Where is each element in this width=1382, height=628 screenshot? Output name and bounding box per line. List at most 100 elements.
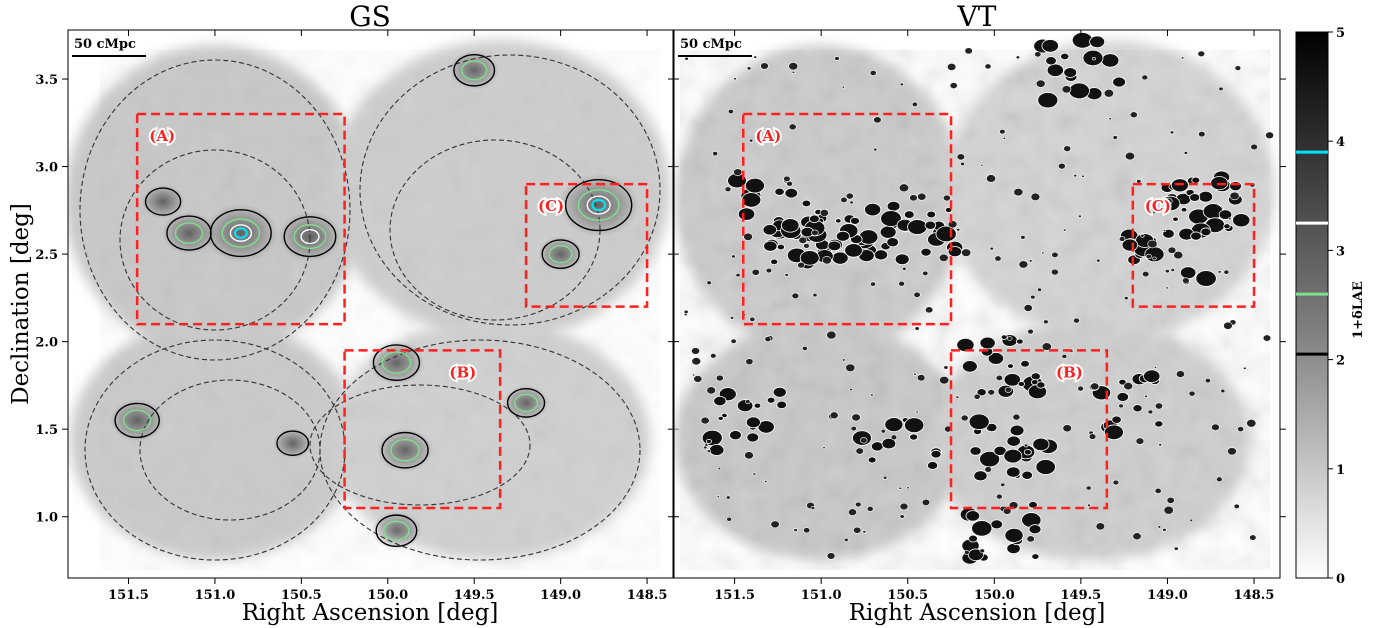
vt-patch bbox=[1061, 353, 1068, 359]
vt-patch bbox=[1198, 131, 1206, 138]
vt-patch bbox=[907, 219, 928, 235]
vt-patch bbox=[1169, 130, 1175, 135]
vt-patch bbox=[692, 373, 696, 377]
vt-patch bbox=[890, 434, 898, 441]
contour-black bbox=[506, 388, 546, 418]
vt-patch bbox=[869, 70, 877, 76]
region-box bbox=[524, 182, 649, 308]
vt-patch bbox=[1028, 259, 1033, 263]
vt-patch bbox=[1118, 403, 1124, 409]
vt-x-axis-title: Right Ascension [deg] bbox=[849, 600, 1106, 626]
vt-patch bbox=[1027, 328, 1034, 335]
panel-gs: GS 50 cMpc (A)(B)(C) 151.5 151.0 15 bbox=[8, 0, 679, 626]
vt-patch bbox=[1166, 496, 1175, 504]
colorbar-tick-label: 0 bbox=[1336, 572, 1345, 587]
overdensity-blob bbox=[141, 184, 185, 219]
vt-patch bbox=[1023, 304, 1033, 312]
vt-patch bbox=[1182, 277, 1190, 284]
colorbar-tick-label: 5 bbox=[1336, 26, 1345, 41]
vt-patch bbox=[1129, 111, 1138, 119]
vt-patch bbox=[894, 253, 910, 266]
vt-patch bbox=[803, 527, 811, 534]
vt-patch bbox=[909, 433, 919, 441]
gs-plot-frame bbox=[67, 29, 674, 579]
vt-patch bbox=[1218, 209, 1233, 220]
region-label: (C) bbox=[538, 197, 564, 215]
vt-patch bbox=[1101, 53, 1120, 68]
vt-patch bbox=[841, 85, 845, 89]
vt-patch bbox=[935, 225, 957, 243]
vt-patch bbox=[1087, 503, 1091, 507]
gs-scale-bar-label: 50 cMpc bbox=[74, 37, 136, 52]
overdensity-blob bbox=[109, 399, 165, 442]
vt-patch bbox=[848, 508, 857, 516]
x-tick-label: 150.0 bbox=[367, 588, 408, 603]
vt-patch bbox=[870, 393, 874, 397]
vt-patch bbox=[770, 520, 780, 529]
vt-density-field bbox=[675, 32, 1275, 570]
vt-patch bbox=[1007, 363, 1014, 369]
vt-patch bbox=[1167, 246, 1177, 254]
vt-patch bbox=[1189, 518, 1194, 522]
vt-patch bbox=[729, 430, 742, 441]
vt-patch bbox=[1003, 448, 1023, 464]
contour-green bbox=[514, 393, 539, 413]
vt-patch bbox=[909, 194, 918, 202]
overdensity-blob bbox=[161, 211, 217, 255]
vt-patch bbox=[899, 82, 904, 87]
vt-patch bbox=[1061, 85, 1072, 94]
overdensity-blob bbox=[368, 340, 425, 385]
contour-white bbox=[586, 195, 611, 215]
vt-patch bbox=[717, 415, 724, 421]
vt-patch bbox=[1012, 413, 1021, 421]
vt-patch bbox=[801, 199, 812, 208]
vt-patch bbox=[1050, 268, 1059, 276]
vt-patch bbox=[1111, 415, 1122, 424]
vt-patch bbox=[1062, 424, 1072, 433]
vt-patch bbox=[731, 254, 736, 259]
x-tick-label: 151.5 bbox=[714, 588, 755, 603]
vt-patch bbox=[987, 389, 995, 396]
vt-patch bbox=[1037, 92, 1059, 109]
vt-patch bbox=[990, 519, 1004, 530]
vt-patch bbox=[730, 316, 735, 320]
vt-patch bbox=[855, 501, 862, 508]
vt-patch bbox=[776, 400, 787, 410]
vt-patch bbox=[744, 177, 765, 194]
vt-patch bbox=[764, 336, 772, 343]
contour-white bbox=[229, 224, 253, 242]
contour-green bbox=[381, 351, 412, 374]
vt-patch bbox=[1089, 35, 1106, 49]
vt-patch bbox=[973, 470, 988, 482]
colorbar-contour-levels bbox=[1296, 150, 1328, 356]
vt-patch bbox=[1147, 239, 1158, 249]
x-tick-label: 150.5 bbox=[887, 588, 928, 603]
vt-patch bbox=[1157, 525, 1162, 529]
x-tick-label: 151.0 bbox=[801, 588, 842, 603]
vt-patch bbox=[922, 270, 929, 276]
vt-patch bbox=[765, 267, 773, 274]
vt-patch bbox=[976, 388, 987, 397]
contour-black bbox=[453, 53, 496, 87]
vt-patch bbox=[870, 441, 884, 452]
panel-gs-title: GS bbox=[349, 0, 391, 33]
vt-patch bbox=[764, 480, 768, 483]
vt-patch bbox=[926, 210, 937, 219]
vt-patch bbox=[1180, 207, 1188, 213]
region-label: (B) bbox=[449, 363, 476, 381]
vt-patch bbox=[797, 261, 805, 269]
y-tick-label: 1.5 bbox=[35, 423, 58, 438]
vt-patch bbox=[717, 467, 722, 471]
vt-patch bbox=[1204, 378, 1211, 384]
x-tick-label: 149.0 bbox=[1147, 588, 1188, 603]
vt-patch bbox=[913, 372, 917, 376]
vt-patch bbox=[724, 186, 732, 193]
vt-patch bbox=[809, 214, 820, 224]
vt-patch bbox=[774, 187, 785, 196]
vt-patch bbox=[1218, 86, 1224, 92]
vt-patch bbox=[703, 445, 708, 450]
vt-patch bbox=[964, 550, 970, 555]
vt-patch bbox=[1147, 409, 1154, 415]
vt-patch bbox=[1112, 135, 1118, 140]
